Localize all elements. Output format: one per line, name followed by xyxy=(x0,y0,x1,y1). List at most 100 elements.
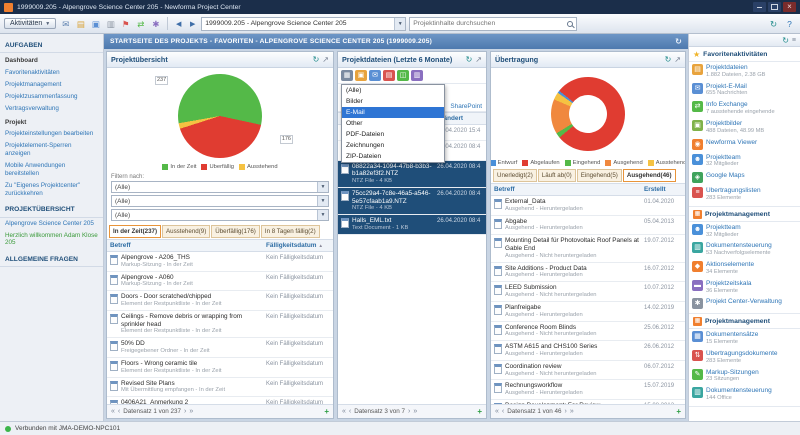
last-record-icon[interactable]: » xyxy=(413,408,418,415)
print-icon[interactable]: ▥ xyxy=(106,18,115,29)
maximize-button[interactable] xyxy=(768,2,781,12)
sidebar-item[interactable]: Herzlich willkommen Adam Klose 205 xyxy=(5,231,98,247)
filter-select[interactable]: (Alle) ▼ xyxy=(111,209,329,221)
help-icon[interactable]: ? xyxy=(787,18,792,29)
column-betreff[interactable]: Betreff xyxy=(110,242,131,249)
refresh-icon[interactable]: ↻ xyxy=(782,35,789,45)
add-icon[interactable]: + xyxy=(477,407,482,416)
activity-item[interactable]: ✱ Projekt Center-Verwaltung xyxy=(689,296,800,311)
tab[interactable]: Ausgehend(46) xyxy=(622,169,676,182)
activity-item[interactable]: ▣ Projektbilder 488 Dateien, 48.99 MB xyxy=(689,118,800,137)
prev-record-icon[interactable]: ‹ xyxy=(501,408,505,415)
table-row[interactable]: 50% DD Freigegebener Ordner - In der Zeit… xyxy=(107,338,333,358)
link-icon[interactable]: ⇄ xyxy=(137,18,145,29)
open-folder-icon[interactable]: ▤ xyxy=(76,18,85,29)
flag-icon[interactable]: ⚑ xyxy=(121,18,130,29)
expand-icon[interactable]: ↗ xyxy=(322,55,329,64)
back-icon[interactable]: ◀ xyxy=(176,20,182,28)
save-icon[interactable]: ▣ xyxy=(91,18,100,29)
next-record-icon[interactable]: › xyxy=(564,408,567,415)
expand-icon[interactable]: ↗ xyxy=(475,55,482,64)
minimize-button[interactable] xyxy=(753,2,766,12)
sidebar-item[interactable]: Alpengrove Science Center 205 xyxy=(5,219,94,227)
activity-item[interactable]: ▦ Dokumentensätze 15 Elemente xyxy=(689,329,800,348)
activity-item[interactable]: ⇄ Info Exchange 7 ausstehende eingehende xyxy=(689,99,800,118)
sidebar-item[interactable]: Projektelement-Sperren anzeigen xyxy=(5,142,72,158)
tab[interactable]: Überfällig(176) xyxy=(211,225,260,238)
sidebar-item[interactable]: PROJEKTÜBERSICHT xyxy=(0,204,103,218)
table-row[interactable]: Ceilings - Remove debris or wrapping fro… xyxy=(107,311,333,339)
activity-item[interactable]: ◈ Google Maps xyxy=(689,170,800,185)
activity-item[interactable]: ▬ Projektzeitskala 36 Elemente xyxy=(692,279,752,294)
sidebar-item[interactable]: Vertragsverwaltung xyxy=(5,104,59,112)
project-search-input[interactable] xyxy=(413,20,566,27)
sidebar-item[interactable]: Dashboard xyxy=(5,57,38,65)
first-record-icon[interactable]: « xyxy=(111,408,115,415)
file-row[interactable]: 75cc29a4-7c8e-46a5-a546-5e57cfaab1a9.NTZ… xyxy=(338,187,486,216)
sidebar-item[interactable]: Projekt xyxy=(5,118,27,126)
activity-item[interactable]: ☻ Projektteam 32 Mitglieder xyxy=(692,223,741,238)
refresh-icon[interactable]: ↻ xyxy=(312,55,320,64)
sidebar-item[interactable]: Projektmanagement xyxy=(5,80,62,88)
drawings-filter-icon[interactable]: ◫ xyxy=(397,70,409,81)
transfer-row[interactable]: Design Development: For ReviewAusgehend … xyxy=(491,400,685,404)
filter-select[interactable]: (Alle) ▼ xyxy=(111,181,329,193)
transfer-row[interactable]: External_Data Ausgehend - Heruntergeladen… xyxy=(491,196,685,216)
activity-item[interactable]: ▥ Dokumentensteuerung 53 Nachverfolgselem… xyxy=(689,240,800,259)
transfer-row[interactable]: ASTM A615 and CHS100 Series Ausgehend - H… xyxy=(491,341,685,361)
dropdown-option[interactable]: ZIP-Dateien xyxy=(346,153,382,160)
tab[interactable]: Ausstehend(9) xyxy=(162,225,211,238)
sidebar-item[interactable]: Mobile Anwendungen bereitstellen xyxy=(5,161,66,177)
table-row[interactable]: 0406A21_Anmerkung 2Markup-Sitzung - In d… xyxy=(107,397,333,404)
transfer-row[interactable]: Coordination review Ausgehend - Nicht her… xyxy=(491,361,685,381)
project-selector[interactable]: 1999009.205 - Alpengrove Science Center … xyxy=(201,16,407,31)
transfer-row[interactable]: Mounting Detail für Photovoltaic Roof Pa… xyxy=(491,235,685,263)
sidebar-item[interactable]: Projekteinstellungen bearbeiten xyxy=(5,130,94,138)
prev-record-icon[interactable]: ‹ xyxy=(348,408,352,415)
refresh-icon[interactable]: ↻ xyxy=(769,18,778,29)
menu-icon[interactable]: ≡ xyxy=(791,36,796,44)
sidebar-item[interactable]: Zu "Eigenes Projektcenter" zurückkehren xyxy=(5,181,81,197)
dropdown-option[interactable]: (Alle) xyxy=(346,87,362,94)
table-row[interactable]: Floors - Wrong ceramic tile Element der R… xyxy=(107,358,333,378)
pdf-filter-icon[interactable]: ▤ xyxy=(383,70,395,81)
column-geaendert[interactable]: Geändert xyxy=(435,115,464,122)
tab[interactable]: Unerledigt(2) xyxy=(493,169,537,182)
transfer-row[interactable]: LEED Submission Ausgehend - Nicht herunte… xyxy=(491,282,685,302)
transfer-row[interactable]: Planfreigabe Ausgehend - Heruntergeladen … xyxy=(491,302,685,322)
sidebar-item[interactable]: Projektzusammenfassung xyxy=(5,92,78,100)
settings-icon[interactable]: ✱ xyxy=(152,18,160,29)
table-row[interactable]: Revised Site Plans Mit Übermittlung empfa… xyxy=(107,378,333,398)
table-row[interactable]: Doors - Door scratched/chipped Element de… xyxy=(107,291,333,311)
section-projektmanagement-1[interactable]: ▦ Projektmanagement xyxy=(689,207,800,222)
activity-item[interactable]: ◉ Newforma Viewer xyxy=(689,137,800,152)
activities-menu-button[interactable]: Aktivitäten ▼ xyxy=(4,18,57,29)
prev-record-icon[interactable]: ‹ xyxy=(117,408,121,415)
column-erstellt[interactable]: Erstellt xyxy=(644,186,666,193)
images-filter-icon[interactable]: ▣ xyxy=(355,70,367,81)
refresh-icon[interactable]: ↻ xyxy=(465,55,473,64)
dropdown-option[interactable]: Other xyxy=(346,120,363,127)
refresh-icon[interactable]: ↻ xyxy=(675,37,682,46)
new-email-icon[interactable]: ✉ xyxy=(62,18,70,29)
add-icon[interactable]: + xyxy=(676,407,681,416)
activity-item[interactable]: ≡ Übertragungslisten 283 Elemente xyxy=(689,185,800,204)
expand-icon[interactable]: ↗ xyxy=(674,55,681,64)
dropdown-option[interactable]: PDF-Dateien xyxy=(346,131,385,138)
file-row[interactable]: Halls_EML.txt Text Document - 1 KB 26.04.… xyxy=(338,215,486,235)
activity-item[interactable]: ☻ Projektteam 32 Mitglieder xyxy=(692,153,741,168)
table-row[interactable]: Alpengrove - A060 Markup-Sitzung - In der… xyxy=(107,272,333,292)
email-filter-icon[interactable]: ✉ xyxy=(369,70,381,81)
activity-item[interactable]: ▥ Dokumentensteuerung 144 Office xyxy=(689,385,800,404)
column-betreff[interactable]: Betreff xyxy=(494,186,515,193)
first-record-icon[interactable]: « xyxy=(495,408,499,415)
transfer-row[interactable]: Abgabe Ausgehend - Heruntergeladen 05.04.… xyxy=(491,216,685,236)
activity-item[interactable]: ✎ Markup-Sitzungen 23 Sitzungen xyxy=(689,367,800,386)
next-record-icon[interactable]: › xyxy=(184,408,187,415)
tab[interactable]: In 8 Tagen fällig(2) xyxy=(260,225,320,238)
search-icon[interactable] xyxy=(567,20,574,27)
transfer-row[interactable]: Conference Room Blinds Ausgehend - Nicht … xyxy=(491,322,685,342)
activity-item[interactable]: ◆ Aktionselemente 34 Elemente xyxy=(689,259,800,278)
last-record-icon[interactable]: » xyxy=(569,408,574,415)
last-record-icon[interactable]: » xyxy=(189,408,194,415)
